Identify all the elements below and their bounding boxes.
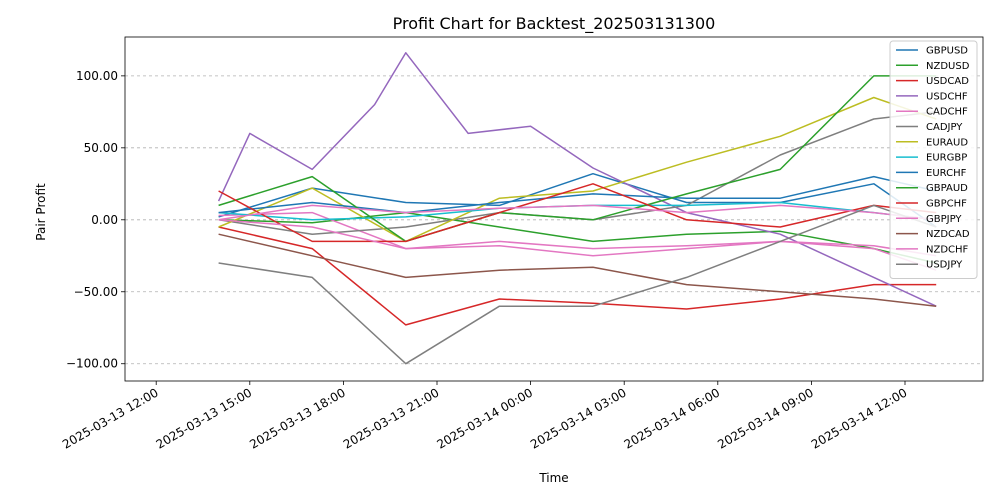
series-lines	[217, 52, 937, 365]
legend-label: EURAUD	[926, 137, 968, 148]
y-axis-label: Pair Profit	[34, 183, 48, 241]
legend-label: GBPAUD	[926, 183, 968, 194]
series-line-usdjpy	[218, 204, 937, 365]
chart-title: Profit Chart for Backtest_202503131300	[393, 14, 716, 34]
legend-label: EURGBP	[926, 153, 967, 164]
legend-label: NZDCHF	[926, 244, 969, 255]
y-tick-label: 100.00	[76, 69, 118, 83]
series-line-nzdcad	[218, 233, 937, 307]
legend-label: NZDCAD	[926, 229, 970, 240]
legend-label: USDCAD	[926, 76, 969, 87]
legend-label: USDCHF	[926, 91, 968, 102]
legend-label: GBPUSD	[926, 46, 968, 57]
y-tick-label: 50.00	[84, 141, 118, 155]
y-axis: −100.00 −50.00 0.00 50.00 100.00	[66, 69, 125, 371]
series-line-gbpusd	[218, 172, 937, 228]
x-tick-label: 2025-03-14 03:00	[528, 385, 629, 451]
series-line-eurchf	[218, 175, 937, 214]
series-line-gbpjpy	[218, 204, 937, 221]
legend-label: GBPCHF	[926, 199, 967, 210]
x-tick-label: 2025-03-13 12:00	[60, 385, 161, 451]
x-tick-label: 2025-03-13 15:00	[154, 385, 255, 451]
series-line-nzdchf	[218, 219, 937, 271]
series-line-usdcad	[218, 226, 937, 326]
legend-label: EURCHF	[926, 168, 967, 179]
legend-box	[889, 40, 978, 279]
legend-label: USDJPY	[926, 260, 963, 271]
legend-label: NZDUSD	[926, 61, 970, 72]
y-tick-label: −50.00	[74, 285, 118, 299]
y-tick-label: 0.00	[91, 213, 118, 227]
x-tick-label: 2025-03-14 06:00	[622, 385, 723, 451]
legend: GBPUSD NZDUSD USDCAD USDCHF CADCHF CADJPY EURA…	[889, 40, 978, 279]
x-tick-label: 2025-03-14 12:00	[809, 385, 910, 451]
x-tick-label: 2025-03-14 00:00	[434, 385, 535, 451]
series-line-gbpaud	[218, 75, 937, 243]
grid	[125, 75, 983, 365]
y-tick-label: −100.00	[66, 357, 118, 371]
legend-label: CADJPY	[926, 122, 963, 133]
plot-area	[124, 36, 984, 382]
series-line-cadchf	[218, 211, 937, 257]
legend-label: GBPJPY	[926, 214, 962, 225]
x-tick-label: 2025-03-13 21:00	[341, 385, 442, 451]
x-axis-label: Time	[538, 471, 568, 485]
series-line-gbpchf	[218, 183, 937, 243]
x-tick-label: 2025-03-13 18:00	[247, 385, 348, 451]
legend-label: CADCHF	[926, 107, 968, 118]
x-tick-label: 2025-03-14 09:00	[715, 385, 816, 451]
